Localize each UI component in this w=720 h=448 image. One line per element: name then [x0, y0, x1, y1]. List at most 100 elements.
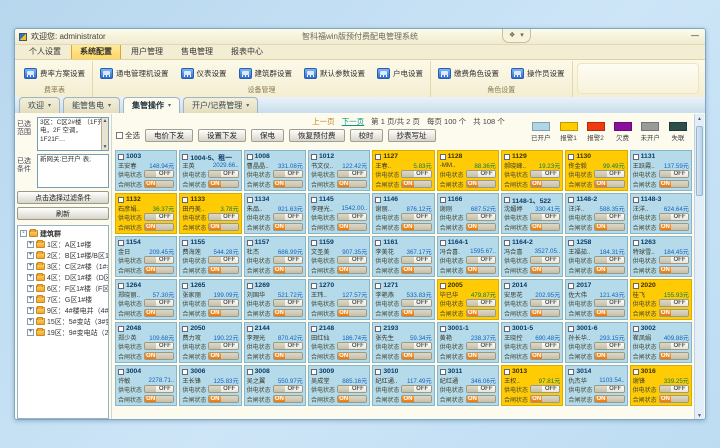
close-toggle[interactable]: ON [594, 180, 625, 188]
close-toggle[interactable]: ON [208, 309, 239, 317]
refresh-button[interactable]: 刷新 [17, 207, 109, 220]
supply-toggle[interactable]: OFF [658, 256, 689, 264]
tree-item-1[interactable]: +2区：B区1#楼/B区1#楼 [20, 250, 108, 261]
close-toggle[interactable]: ON [594, 223, 625, 231]
room-card[interactable]: 1127 王春.. 5.83元 供电状态 OFF 合闸状态 ON [372, 150, 435, 191]
close-toggle[interactable]: ON [144, 180, 175, 188]
supply-toggle[interactable]: OFF [658, 170, 689, 178]
room-card[interactable]: 1129 郝晓峰.. 19.23元 供电状态 OFF 合闸状态 ON [500, 150, 564, 191]
supply-toggle[interactable]: OFF [465, 385, 496, 393]
supply-toggle[interactable]: OFF [144, 385, 175, 393]
room-checkbox[interactable] [310, 153, 317, 160]
close-toggle[interactable]: ON [208, 223, 239, 231]
minimize-button[interactable]: — [691, 31, 699, 40]
close-toggle[interactable]: ON [401, 352, 432, 360]
room-checkbox[interactable] [568, 325, 575, 332]
room-checkbox[interactable] [118, 325, 124, 332]
tree-item-8[interactable]: +19区：9#变电站（2#… [20, 327, 108, 338]
supply-toggle[interactable]: OFF [401, 299, 432, 307]
tree-root[interactable]: - 建筑群 [20, 228, 107, 239]
room-card[interactable]: 1155 费海莲 544.28元 供电状态 OFF 合闸状态 ON [179, 236, 242, 277]
supply-toggle[interactable]: OFF [594, 299, 625, 307]
supply-toggle[interactable]: OFF [337, 385, 368, 393]
supply-toggle[interactable]: OFF [337, 213, 368, 221]
room-checkbox[interactable] [568, 368, 575, 375]
ribbon-button-1-4[interactable]: 户电设置 [374, 66, 426, 81]
close-toggle[interactable]: ON [272, 180, 303, 188]
room-checkbox[interactable] [246, 368, 253, 375]
room-card[interactable]: 3014 仇杰华 1103.54.. 供电状态 OFF 合闸状态 ON [565, 365, 628, 406]
room-card[interactable]: 1003 王安春 148.94元 供电状态 OFF 合闸状态 ON [115, 150, 178, 191]
supply-toggle[interactable]: OFF [337, 256, 368, 264]
close-toggle[interactable]: ON [401, 266, 432, 274]
tree-expand-icon[interactable]: + [27, 318, 34, 325]
room-card[interactable]: 3001-1 黄艳 238.37元 供电状态 OFF 合闸状态 ON [436, 322, 499, 363]
room-checkbox[interactable] [439, 282, 446, 289]
room-card[interactable]: 1263 特球雪.. 184.45元 供电状态 OFF 合闸状态 ON [629, 236, 692, 277]
room-card[interactable]: 3008 吴之翼 550.97元 供电状态 OFF 合闸状态 ON [243, 365, 306, 406]
room-card[interactable]: 1264 郑晓丽.. 57.30元 供电状态 OFF 合闸状态 ON [115, 279, 178, 320]
close-toggle[interactable]: ON [272, 266, 303, 274]
room-card[interactable]: 1157 杜杰 686.99元 供电状态 OFF 合闸状态 ON [243, 236, 306, 277]
room-checkbox[interactable] [568, 196, 575, 203]
supply-toggle[interactable]: OFF [401, 342, 432, 350]
close-toggle[interactable]: ON [337, 180, 368, 188]
room-checkbox[interactable] [118, 282, 124, 289]
room-checkbox[interactable] [118, 153, 124, 160]
chevron-down-icon[interactable]: ▾ [520, 32, 524, 39]
close-toggle[interactable]: ON [144, 309, 175, 317]
tab-1[interactable]: 能管售电 ▾ [63, 97, 121, 113]
room-checkbox[interactable] [310, 196, 317, 203]
ribbon-button-1-3[interactable]: 默认参数设置 [301, 66, 368, 81]
menu-item-0[interactable]: 个人设置 [29, 47, 61, 56]
supply-toggle[interactable]: OFF [401, 170, 432, 178]
toolbar-button-5[interactable]: 抄表写址 [387, 129, 436, 142]
room-checkbox[interactable] [182, 153, 189, 160]
tree-item-7[interactable]: +15区：5#变站（3#变… [20, 316, 108, 327]
ribbon-button-1-1[interactable]: 仪表设置 [178, 66, 230, 81]
ribbon-button-2-1[interactable]: 操作员设置 [508, 66, 568, 81]
tree-expand-icon[interactable]: + [27, 329, 34, 336]
room-checkbox[interactable] [503, 368, 510, 375]
close-toggle[interactable]: ON [530, 180, 561, 188]
scroll-up-icon[interactable]: ▲ [697, 116, 702, 122]
next-page-link[interactable]: 下一页 [341, 117, 365, 126]
supply-toggle[interactable]: OFF [208, 385, 239, 393]
room-card[interactable]: 3009 吴成堂 885.16元 供电状态 OFF 合闸状态 ON [307, 365, 371, 406]
room-card[interactable]: 1164-1 冯合喜. 1595.67.. 供电状态 OFF 合闸状态 ON [436, 236, 499, 277]
room-card[interactable]: 1146 谢丽.. 876.12元 供电状态 OFF 合闸状态 ON [372, 193, 435, 234]
room-card[interactable]: 1164-2 冯合喜 3527.05.. 供电状态 OFF 合闸状态 ON [500, 236, 564, 277]
supply-toggle[interactable]: OFF [465, 299, 496, 307]
tab-0[interactable]: 欢迎 ▾ [19, 97, 61, 113]
room-card[interactable]: 3013 王权.. 97.81元 供电状态 OFF 合闸状态 ON [500, 365, 564, 406]
close-toggle[interactable]: ON [401, 223, 432, 231]
supply-toggle[interactable]: OFF [530, 256, 561, 264]
close-toggle[interactable]: ON [401, 309, 432, 317]
close-toggle[interactable]: ON [208, 180, 239, 188]
room-checkbox[interactable] [118, 196, 124, 203]
room-card[interactable]: 2014 安思花 202.95元 供电状态 OFF 合闸状态 ON [500, 279, 564, 320]
close-toggle[interactable]: ON [530, 223, 561, 231]
room-checkbox[interactable] [182, 239, 189, 246]
supply-toggle[interactable]: OFF [272, 213, 303, 221]
room-card[interactable]: 1271 李艳燕 533.83元 供电状态 OFF 合闸状态 ON [372, 279, 435, 320]
close-toggle[interactable]: ON [530, 395, 561, 403]
room-checkbox[interactable] [503, 153, 510, 160]
supply-toggle[interactable]: OFF [594, 256, 625, 264]
room-checkbox[interactable] [632, 282, 639, 289]
room-card[interactable]: 1134 朱品.. 921.63元 供电状态 OFF 合闸状态 ON [243, 193, 306, 234]
close-toggle[interactable]: ON [465, 223, 496, 231]
toolbar-button-1[interactable]: 设置下发 [198, 129, 246, 142]
select-all-toggle[interactable]: 全选 [116, 130, 140, 141]
room-card[interactable]: 1132 石彦娟.. 36.37元 供电状态 OFF 合闸状态 ON [115, 193, 178, 234]
supply-toggle[interactable]: OFF [658, 299, 689, 307]
choose-filter-button[interactable]: 点击选择过滤条件 [17, 191, 109, 204]
supply-toggle[interactable]: OFF [465, 256, 496, 264]
room-card[interactable]: 2017 佐大伟 121.43元 供电状态 OFF 合闸状态 ON [565, 279, 628, 320]
menu-item-3[interactable]: 售电管理 [181, 47, 213, 56]
room-checkbox[interactable] [375, 368, 382, 375]
room-checkbox[interactable] [375, 153, 382, 160]
close-toggle[interactable]: ON [658, 309, 689, 317]
supply-toggle[interactable]: OFF [594, 342, 625, 350]
close-toggle[interactable]: ON [337, 352, 368, 360]
